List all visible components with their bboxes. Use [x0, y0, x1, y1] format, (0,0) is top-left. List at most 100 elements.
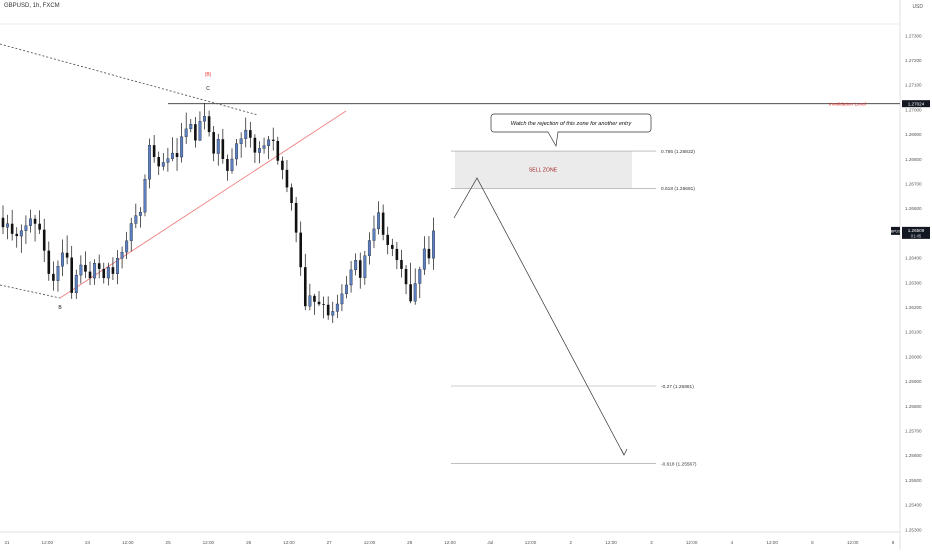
- bull-candle: [184, 128, 188, 137]
- x-tick-label: 8: [892, 540, 895, 545]
- fib-level-label: 0.618 (1.26681): [661, 186, 695, 192]
- bull-candle: [203, 116, 206, 122]
- x-tick-label: 4: [731, 540, 734, 545]
- y-tick-label: 1.27100: [905, 83, 922, 88]
- invalidation-price-label: 1.27024: [908, 101, 925, 106]
- symbol-tag-label: GBPUSD: [888, 229, 904, 233]
- bear-candle: [294, 202, 298, 233]
- bull-candle: [363, 255, 367, 278]
- bear-candle: [157, 157, 161, 167]
- bear-candle: [281, 160, 284, 170]
- bull-candle: [129, 223, 133, 241]
- y-tick-label: 1.26700: [905, 182, 922, 187]
- bear-candle: [313, 295, 316, 302]
- bear-candle: [38, 223, 41, 230]
- bull-candle: [432, 230, 435, 259]
- bull-candle: [134, 215, 138, 224]
- lower-channel-line: [0, 284, 61, 299]
- bull-candle: [138, 211, 142, 216]
- fib-level-label: -0.618 (1.25567): [661, 461, 697, 467]
- bear-candle: [111, 267, 115, 274]
- bear-candle: [70, 257, 73, 293]
- bear-candle: [194, 124, 197, 141]
- symbol-title: GBPUSD, 1h, FXCM: [4, 3, 60, 9]
- y-tick-label: 1.26600: [905, 206, 922, 211]
- fib-level-label: -0.27 (1.25881): [661, 384, 694, 390]
- bull-candle: [189, 124, 193, 130]
- x-tick-label: 12:00: [766, 540, 778, 545]
- bull-candle: [230, 158, 234, 172]
- y-tick-label: 1.25400: [905, 503, 922, 508]
- x-tick-label: 3: [650, 540, 653, 545]
- x-tick-label: 2: [570, 540, 573, 545]
- bull-candle: [331, 311, 335, 316]
- y-tick-label: 1.25700: [905, 429, 922, 434]
- bear-candle: [400, 260, 403, 269]
- y-tick-label: 1.25800: [905, 404, 922, 409]
- bear-candle: [299, 232, 302, 268]
- bull-candle: [216, 139, 220, 154]
- y-tick-label: 1.25600: [905, 453, 922, 458]
- bear-candle: [285, 169, 289, 188]
- bear-candle: [47, 250, 51, 274]
- bear-candle: [1, 217, 5, 228]
- bull-candle: [422, 248, 426, 270]
- bear-candle: [97, 263, 101, 269]
- bull-candle: [267, 139, 271, 146]
- x-tick-label: 12:00: [283, 540, 295, 545]
- bull-candle: [56, 266, 60, 281]
- x-tick-label: 5: [811, 540, 814, 545]
- x-tick-label: 25: [166, 540, 172, 545]
- bull-candle: [198, 121, 202, 141]
- bear-candle: [322, 304, 325, 306]
- bear-candle: [326, 304, 330, 316]
- fib-level-label: 0.786 (1.26832): [661, 149, 695, 155]
- projection-arrowhead: [620, 448, 628, 456]
- x-tick-label: 27: [327, 540, 333, 545]
- y-tick-label: 1.26000: [905, 354, 922, 359]
- x-tick-label: 26: [246, 540, 252, 545]
- invalidation-price-tag: [902, 100, 930, 108]
- bear-candle: [317, 301, 321, 305]
- wave-c-label: C: [206, 86, 210, 92]
- bear-candle: [152, 145, 156, 158]
- bear-candle: [391, 244, 394, 249]
- bull-candle: [258, 148, 261, 153]
- bear-candle: [212, 132, 215, 154]
- bull-candle: [120, 251, 124, 259]
- bull-candle: [345, 284, 348, 295]
- bear-candle: [102, 268, 106, 279]
- bull-candle: [372, 228, 376, 241]
- bull-candle: [125, 240, 129, 253]
- bear-candle: [290, 187, 293, 203]
- bull-candle: [340, 293, 344, 305]
- bull-candle: [106, 267, 110, 279]
- bear-candle: [249, 130, 252, 138]
- callout-text: Watch the rejection of this zone for ano…: [511, 121, 633, 127]
- bull-candle: [308, 295, 312, 307]
- bull-candle: [244, 129, 248, 139]
- y-tick-label: 1.27200: [905, 58, 922, 63]
- current-price-tag: [902, 226, 930, 239]
- y-tick-label: 1.25500: [905, 478, 922, 483]
- bear-candle: [175, 153, 179, 158]
- y-tick-label: 1.27000: [905, 107, 922, 112]
- bear-candle: [276, 140, 280, 161]
- callout-box: [490, 113, 652, 133]
- bear-candle: [15, 233, 19, 237]
- bull-candle: [148, 145, 152, 180]
- wave-b-label: B: [58, 305, 62, 311]
- bear-candle: [253, 137, 257, 153]
- bull-candle: [61, 252, 64, 267]
- x-tick-label: 12:00: [847, 540, 859, 545]
- bull-candle: [93, 263, 97, 279]
- bull-candle: [29, 218, 32, 226]
- bear-candle: [88, 271, 92, 279]
- bear-candle: [10, 223, 14, 234]
- bull-candle: [367, 240, 371, 256]
- bear-candle: [427, 248, 431, 259]
- bull-candle: [354, 260, 358, 271]
- bull-candle: [349, 269, 353, 286]
